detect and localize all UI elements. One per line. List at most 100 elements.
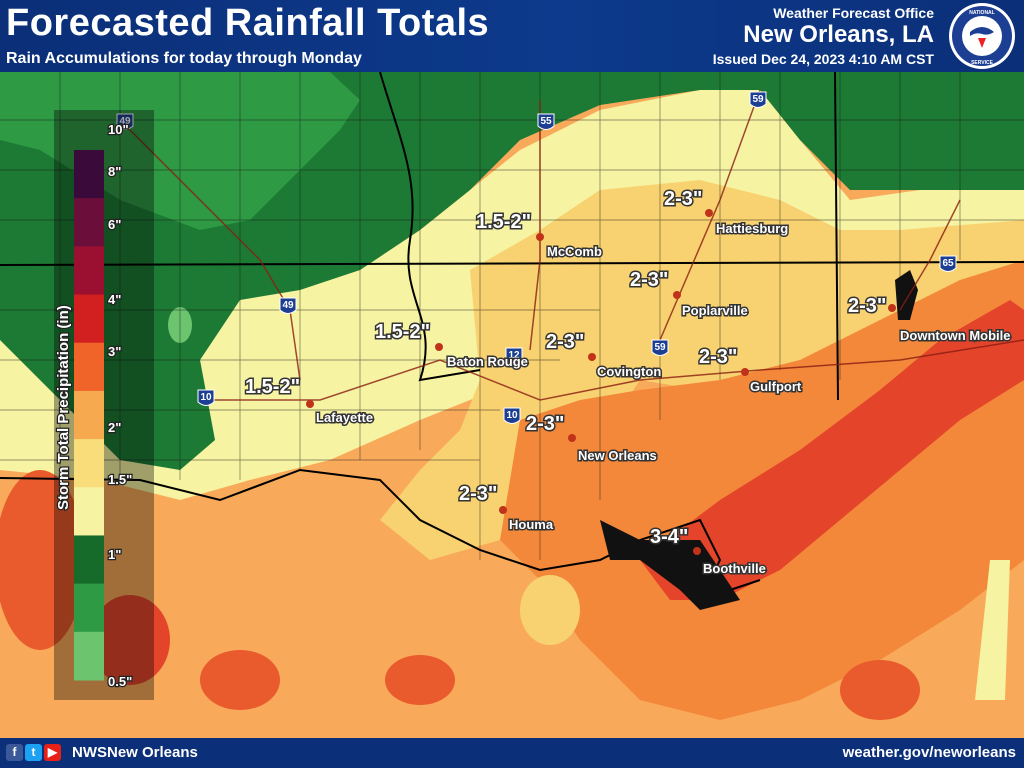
- interstate-routes: [119, 89, 1024, 401]
- legend-swatch: [74, 246, 104, 296]
- rain-amount: 2-3": [459, 483, 497, 505]
- county-lines: [0, 72, 1024, 560]
- zone-4: [640, 300, 1024, 600]
- rain-amount: 1.5-2": [375, 321, 430, 343]
- legend-swatch: [74, 631, 104, 681]
- city-name: New Orleans: [578, 448, 657, 463]
- city-houma: Houma 2-3": [458, 482, 556, 534]
- facebook-icon[interactable]: f: [6, 744, 23, 761]
- rain-amount: 2-3": [526, 413, 564, 435]
- map-subtitle: Rain Accumulations for today through Mon…: [6, 50, 362, 67]
- office-name: New Orleans, LA: [743, 21, 934, 48]
- offshore-blob-se: [840, 660, 920, 720]
- city-name: Poplarville: [682, 303, 748, 318]
- legend-color-bar: [74, 150, 104, 681]
- map-title: Forecasted Rainfall Totals: [6, 2, 490, 44]
- legend-swatch: [74, 487, 104, 536]
- rain-amount: 2-3": [848, 295, 886, 317]
- city-marker: [536, 233, 544, 241]
- legend-swatch: [74, 535, 104, 585]
- city-labels: McComb 1.5-2" Hattiesburg 2-3" Poplarvil…: [244, 187, 1012, 578]
- interstate-shield-label: 10: [200, 392, 212, 403]
- city-name: Lafayette: [316, 410, 373, 425]
- city-marker: [741, 368, 749, 376]
- rain-amount: 2-3": [699, 346, 737, 368]
- youtube-icon[interactable]: ▶: [44, 744, 61, 761]
- interstate-shields: 49 55 59 65 49 12 59 10 10: [116, 91, 957, 424]
- legend-tick-label: 2": [108, 420, 121, 435]
- interstate-shield-label: 12: [508, 350, 520, 361]
- city-marker: [588, 353, 596, 361]
- city-marker: [568, 434, 576, 442]
- website-link[interactable]: weather.gov/neworleans: [842, 744, 1016, 761]
- interstate-shield-label: 59: [752, 94, 764, 105]
- city-marker: [673, 291, 681, 299]
- city-name: Gulfport: [750, 379, 802, 394]
- header-banner: Forecasted Rainfall Totals Rain Accumula…: [0, 0, 1024, 72]
- city-covington: Covington 2-3": [545, 330, 663, 381]
- interstate-shield-label: 10: [506, 410, 518, 421]
- city-boothville: Boothville 3-4": [649, 525, 768, 578]
- legend-swatch: [74, 583, 104, 633]
- legend-swatch: [74, 198, 104, 247]
- delta-marsh: [600, 520, 740, 610]
- legend-tick-label: 4": [108, 292, 121, 307]
- city-mccomb: McComb 1.5-2": [475, 210, 604, 261]
- interstate-shield-label: 59: [654, 342, 666, 353]
- city-name: McComb: [547, 244, 602, 259]
- offshore-blob-west: [0, 470, 85, 650]
- city-marker: [435, 343, 443, 351]
- twitter-icon[interactable]: t: [25, 744, 42, 761]
- rain-amount: 2-3": [664, 188, 702, 210]
- offshore-yellow-blob: [520, 575, 580, 645]
- legend-swatch: [74, 439, 104, 488]
- east-yellow-edge: [975, 560, 1010, 700]
- rain-amount: 3-4": [650, 526, 688, 548]
- city-mobile: Downtown Mobile 2-3": [847, 294, 1012, 345]
- rain-amount: 2-3": [546, 331, 584, 353]
- city-name: Houma: [509, 517, 554, 532]
- legend-tick-label: 1": [108, 547, 121, 562]
- rain-amount: 1.5-2": [476, 211, 531, 233]
- office-label: Weather Forecast Office: [773, 5, 934, 21]
- svg-text:NATIONAL: NATIONAL: [969, 10, 994, 16]
- city-new-orleans: New Orleans 2-3": [525, 412, 659, 465]
- offshore-blob-s2: [385, 655, 455, 705]
- svg-text:SERVICE: SERVICE: [971, 60, 994, 66]
- legend-tick-label: 0.5": [108, 674, 132, 689]
- issued-timestamp: Issued Dec 24, 2023 4:10 AM CST: [712, 51, 934, 67]
- offshore-blob-s: [200, 650, 280, 710]
- rain-amount: 1.5-2": [245, 376, 300, 398]
- city-marker: [888, 304, 896, 312]
- city-marker: [306, 400, 314, 408]
- legend-ticks: 10" 8" 6" 4" 3" 2" 1.5" 1" 0.5": [107, 121, 134, 691]
- city-name: Boothville: [703, 561, 766, 576]
- city-hattiesburg: Hattiesburg 2-3": [663, 187, 790, 238]
- interstate-shield-label: 49: [282, 300, 294, 311]
- precip-legend: 10" 8" 6" 4" 3" 2" 1.5" 1" 0.5" Storm Total Prec…: [54, 110, 154, 700]
- map-canvas: 49 55 59 65 49 12 59 10 10 10" 8" 6" 4" 3" 2"…: [0, 72, 1024, 738]
- social-handle[interactable]: NWSNew Orleans: [72, 744, 198, 761]
- city-name: Hattiesburg: [716, 221, 788, 236]
- offshore-blob-sw: [90, 595, 170, 685]
- legend-tick-label: 3": [108, 344, 121, 359]
- interstate-shield-label: 65: [942, 258, 954, 269]
- legend-title: Storm Total Precipitation (in): [55, 305, 72, 510]
- city-lafayette: Lafayette 1.5-2": [244, 375, 375, 427]
- legend-swatch: [74, 150, 104, 199]
- city-baton-rouge: Baton Rouge 1.5-2": [374, 320, 530, 371]
- interstate-shield-label: 49: [119, 116, 131, 127]
- city-name: Covington: [597, 364, 661, 379]
- social-icons: f t ▶: [6, 744, 61, 761]
- city-name: Downtown Mobile: [900, 328, 1010, 343]
- legend-tick-label: 6": [108, 217, 121, 232]
- rain-amount: 2-3": [630, 269, 668, 291]
- legend-swatch: [74, 294, 104, 344]
- interstate-shield-label: 55: [540, 116, 552, 127]
- city-marker: [693, 547, 701, 555]
- legend-tick-label: 1.5": [108, 472, 132, 487]
- city-marker: [705, 209, 713, 217]
- city-marker: [499, 506, 507, 514]
- nws-logo: NATIONAL SERVICE: [949, 3, 1015, 69]
- legend-tick-label: 10": [108, 122, 129, 137]
